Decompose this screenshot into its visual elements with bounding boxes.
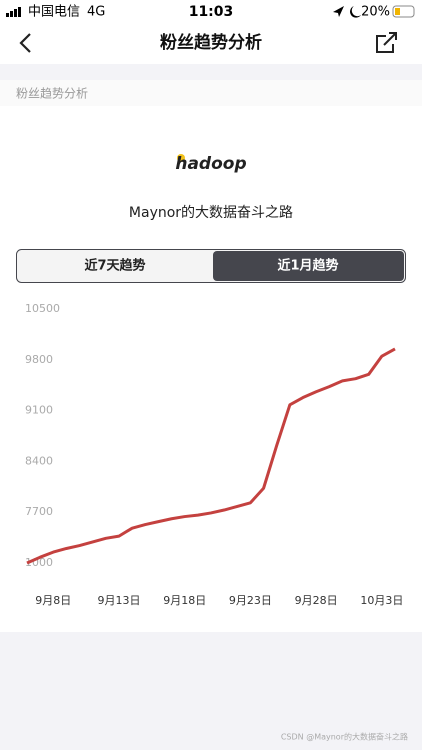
- x-tick-label: 10月3日: [360, 594, 403, 607]
- card: [0, 80, 422, 632]
- line: [26, 347, 396, 565]
- section-label: 粉丝趋势分析: [16, 87, 88, 101]
- back-button[interactable]: [19, 33, 31, 53]
- tab[interactable]: 近7天趋势: [84, 258, 145, 274]
- x-tick-label: 9月8日: [35, 594, 71, 607]
- location-icon: [333, 6, 344, 17]
- logo: hadoop: [175, 154, 246, 174]
- x-tick-label: 9月18日: [163, 594, 206, 607]
- battery-icon: [392, 5, 415, 18]
- time: 11:03: [189, 4, 234, 20]
- y-tick-label: 9100: [25, 404, 53, 417]
- battery-text: 20%: [361, 5, 390, 20]
- watermark: CSDN @Maynor的大数据奋斗之路: [281, 732, 408, 742]
- y-tick-label: 10500: [25, 302, 60, 315]
- tab-active-bg: [213, 251, 404, 281]
- section-bar: [0, 80, 422, 106]
- tab-active[interactable]: 近1月趋势: [277, 258, 338, 274]
- x-tick-label: 9月28日: [295, 594, 338, 607]
- network: 4G: [87, 5, 105, 20]
- x-tick-label: 9月23日: [229, 594, 272, 607]
- profile-name: Maynor的大数据奋斗之路: [129, 205, 293, 221]
- logo-elephant: [177, 154, 185, 162]
- x-tick-label: 9月13日: [98, 594, 141, 607]
- gap: [0, 64, 422, 80]
- battery-level: [395, 8, 400, 15]
- share-button[interactable]: [376, 32, 397, 53]
- y-tick-label: 8400: [25, 454, 53, 467]
- y-tick-label: 7700: [25, 505, 53, 518]
- moon-icon: [350, 6, 361, 18]
- y-tick-label: 9800: [25, 353, 53, 366]
- header-title: 粉丝趋势分析: [160, 32, 262, 53]
- carrier: 中国电信: [28, 5, 80, 20]
- signal-icon: [6, 7, 21, 17]
